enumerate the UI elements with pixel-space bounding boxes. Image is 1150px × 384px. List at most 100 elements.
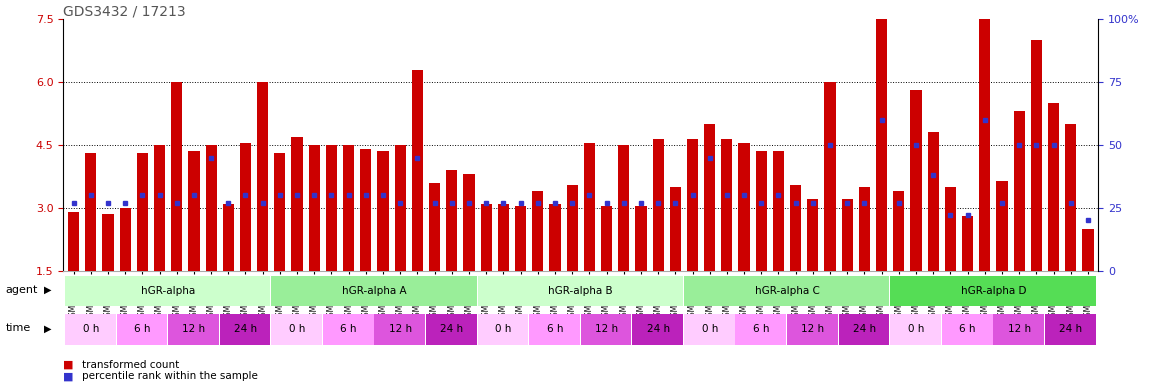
- Text: hGR-alpha A: hGR-alpha A: [343, 286, 407, 296]
- Bar: [532, 191, 543, 271]
- Text: agent: agent: [6, 285, 38, 295]
- Bar: [325, 145, 337, 271]
- Bar: [1048, 103, 1059, 271]
- Bar: [220, 314, 270, 344]
- Bar: [669, 187, 681, 271]
- Bar: [240, 143, 251, 271]
- Bar: [859, 187, 871, 271]
- Text: 6 h: 6 h: [753, 324, 769, 334]
- Bar: [1065, 124, 1076, 271]
- Bar: [271, 276, 477, 306]
- Bar: [652, 139, 664, 271]
- Text: 0 h: 0 h: [289, 324, 305, 334]
- Text: 24 h: 24 h: [646, 324, 669, 334]
- Bar: [635, 206, 646, 271]
- Bar: [979, 19, 990, 271]
- Text: 0 h: 0 h: [702, 324, 718, 334]
- Bar: [446, 170, 458, 271]
- Bar: [787, 314, 838, 344]
- Bar: [1082, 229, 1094, 271]
- Bar: [890, 276, 1096, 306]
- Text: 0 h: 0 h: [83, 324, 99, 334]
- Bar: [154, 145, 166, 271]
- Text: ■: ■: [63, 371, 74, 381]
- Bar: [842, 199, 853, 271]
- Bar: [994, 314, 1044, 344]
- Bar: [137, 153, 148, 271]
- Bar: [343, 145, 354, 271]
- Text: ▶: ▶: [44, 323, 52, 333]
- Bar: [684, 314, 735, 344]
- Text: hGR-alpha C: hGR-alpha C: [754, 286, 820, 296]
- Text: 24 h: 24 h: [440, 324, 463, 334]
- Text: 12 h: 12 h: [183, 324, 206, 334]
- Bar: [168, 314, 218, 344]
- Bar: [581, 314, 631, 344]
- Bar: [271, 314, 322, 344]
- Text: 6 h: 6 h: [546, 324, 564, 334]
- Text: ▶: ▶: [44, 285, 52, 295]
- Text: 0 h: 0 h: [496, 324, 512, 334]
- Bar: [687, 139, 698, 271]
- Text: ■: ■: [63, 360, 74, 370]
- Bar: [619, 145, 629, 271]
- Bar: [996, 180, 1007, 271]
- Bar: [807, 199, 819, 271]
- Bar: [189, 151, 199, 271]
- Bar: [684, 276, 889, 306]
- Bar: [721, 139, 733, 271]
- Bar: [85, 153, 97, 271]
- Bar: [394, 145, 406, 271]
- Text: 12 h: 12 h: [389, 324, 412, 334]
- Bar: [412, 70, 423, 271]
- Text: time: time: [6, 323, 31, 333]
- Bar: [890, 314, 941, 344]
- Text: GDS3432 / 17213: GDS3432 / 17213: [63, 4, 186, 18]
- Bar: [738, 143, 750, 271]
- Text: 24 h: 24 h: [1059, 324, 1082, 334]
- Text: 12 h: 12 h: [802, 324, 825, 334]
- Bar: [756, 151, 767, 271]
- Bar: [1045, 314, 1096, 344]
- Bar: [825, 82, 836, 271]
- Bar: [477, 314, 528, 344]
- Text: transformed count: transformed count: [82, 360, 179, 370]
- Bar: [928, 132, 938, 271]
- Bar: [360, 149, 371, 271]
- Bar: [515, 206, 527, 271]
- Text: percentile rank within the sample: percentile rank within the sample: [82, 371, 258, 381]
- Bar: [1013, 111, 1025, 271]
- Bar: [894, 191, 904, 271]
- Bar: [377, 151, 389, 271]
- Bar: [477, 276, 683, 306]
- Bar: [942, 314, 992, 344]
- Bar: [275, 153, 285, 271]
- Bar: [120, 208, 131, 271]
- Bar: [223, 204, 233, 271]
- Bar: [171, 82, 183, 271]
- Bar: [773, 151, 784, 271]
- Bar: [1030, 40, 1042, 271]
- Text: 24 h: 24 h: [853, 324, 876, 334]
- Bar: [498, 204, 509, 271]
- Bar: [632, 314, 683, 344]
- Bar: [206, 145, 216, 271]
- Bar: [429, 183, 440, 271]
- Bar: [481, 204, 492, 271]
- Bar: [375, 314, 426, 344]
- Bar: [876, 19, 887, 271]
- Bar: [601, 206, 612, 271]
- Text: hGR-alpha D: hGR-alpha D: [960, 286, 1026, 296]
- Bar: [911, 91, 921, 271]
- Bar: [258, 82, 268, 271]
- Bar: [529, 314, 580, 344]
- Text: 12 h: 12 h: [595, 324, 618, 334]
- Bar: [945, 187, 956, 271]
- Bar: [308, 145, 320, 271]
- Bar: [736, 314, 787, 344]
- Bar: [64, 276, 270, 306]
- Bar: [102, 214, 114, 271]
- Bar: [838, 314, 889, 344]
- Text: 0 h: 0 h: [907, 324, 925, 334]
- Bar: [323, 314, 374, 344]
